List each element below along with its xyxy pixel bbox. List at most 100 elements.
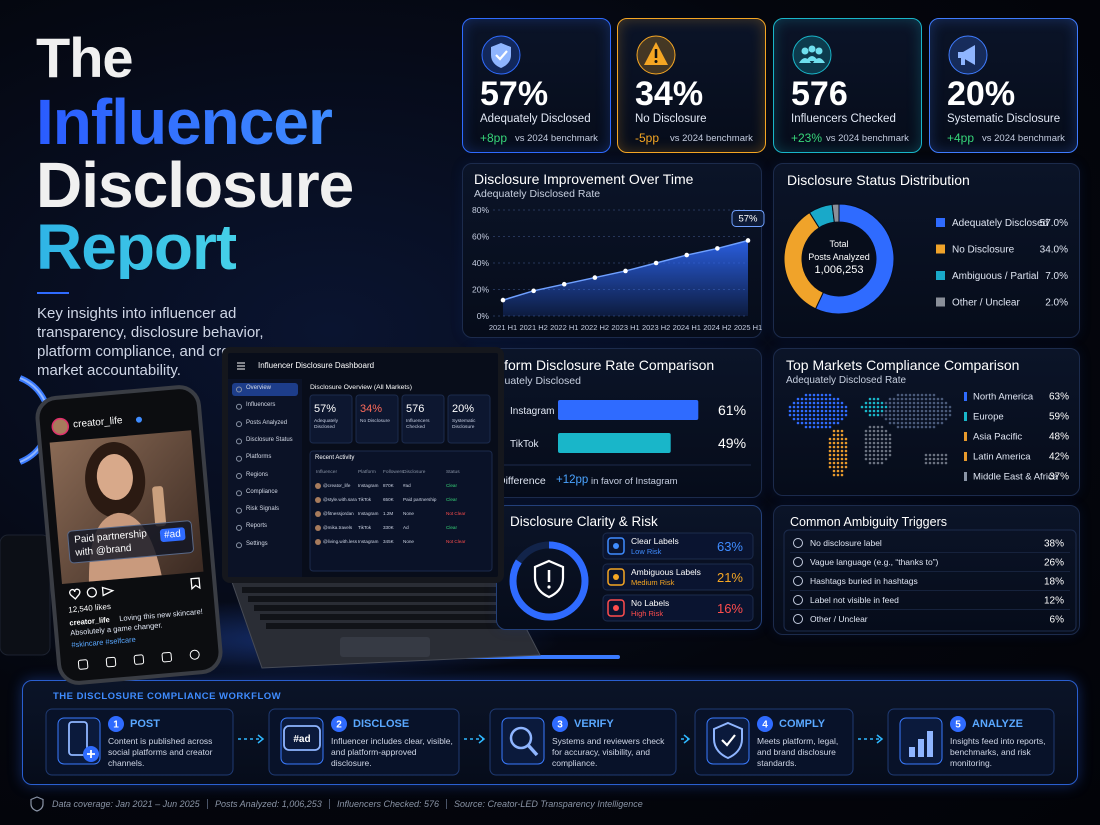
point bbox=[592, 275, 598, 280]
map-dot bbox=[808, 417, 812, 421]
graphic: 1 #ad 2 3 4 5 bbox=[45, 708, 1055, 776]
map-dot bbox=[932, 401, 936, 405]
table-cell: Not Clear bbox=[446, 511, 466, 516]
step-number-circle bbox=[108, 716, 124, 732]
map-dot bbox=[932, 457, 936, 461]
map-dot bbox=[904, 425, 908, 429]
map-dot bbox=[912, 421, 916, 425]
map-dot bbox=[884, 437, 888, 441]
map-dot bbox=[828, 421, 832, 425]
legend-marker bbox=[964, 472, 967, 481]
chart-subtitle: Adequately Disclosed Rate bbox=[474, 188, 601, 200]
table-cell: TikTok bbox=[358, 497, 372, 502]
map-dot bbox=[920, 421, 924, 425]
accent-line bbox=[37, 292, 69, 294]
nav-item: Risk Signals bbox=[246, 506, 280, 513]
map-dot bbox=[792, 401, 796, 405]
footer-item: Posts Analyzed: 1,006,253 bbox=[207, 799, 322, 809]
map-dot bbox=[828, 425, 832, 429]
map-dot bbox=[880, 461, 884, 465]
x-tick-label: 2024 H2 bbox=[703, 323, 731, 332]
row-risk: High Risk bbox=[631, 609, 663, 618]
map-dot bbox=[940, 457, 944, 461]
map-dot bbox=[828, 465, 832, 469]
share-icon bbox=[101, 586, 115, 597]
map-dot bbox=[884, 401, 888, 405]
kpi-label: Systematic Disclosure bbox=[947, 113, 1061, 125]
y-tick-label: 40% bbox=[472, 258, 489, 268]
map-dot bbox=[876, 405, 880, 409]
gauge-shield bbox=[533, 559, 565, 599]
icon-handle bbox=[961, 58, 965, 65]
map-dot bbox=[908, 417, 912, 421]
map-dot bbox=[828, 409, 832, 413]
map-dot bbox=[944, 457, 948, 461]
x-tick-label: 2023 H2 bbox=[642, 323, 670, 332]
market-value: 59% bbox=[1049, 412, 1069, 423]
map-dot bbox=[936, 457, 940, 461]
map-dot bbox=[812, 397, 816, 401]
map-dot bbox=[940, 397, 944, 401]
row-icon bbox=[793, 576, 803, 586]
map-dot bbox=[832, 461, 836, 465]
gauge-ring bbox=[509, 541, 589, 621]
map-dot bbox=[936, 405, 940, 409]
mini-kpi-label: Adequately Disclosed bbox=[314, 419, 339, 430]
map-dot bbox=[880, 453, 884, 457]
market-value: 48% bbox=[1049, 432, 1069, 443]
mini-kpi-value: 34% bbox=[360, 403, 383, 415]
map-dot bbox=[924, 461, 928, 465]
map-dot bbox=[872, 397, 876, 401]
map-dot bbox=[844, 465, 848, 469]
kpi-note: vs 2024 benchmark bbox=[515, 133, 598, 144]
map-dot bbox=[888, 449, 892, 453]
map-dot bbox=[880, 445, 884, 449]
trigger-value: 38% bbox=[1044, 539, 1064, 550]
legend-swatch bbox=[936, 271, 945, 280]
map-dot bbox=[872, 425, 876, 429]
map-dot bbox=[888, 453, 892, 457]
map-dot bbox=[888, 405, 892, 409]
map-dot bbox=[816, 393, 820, 397]
map-dot bbox=[828, 397, 832, 401]
map-dot bbox=[864, 401, 868, 405]
map-dot bbox=[844, 441, 848, 445]
row-icon bbox=[793, 538, 803, 548]
chart-title: Disclosure Improvement Over Time bbox=[474, 171, 694, 187]
center-text: Posts Analyzed bbox=[808, 252, 870, 262]
icon-head bbox=[808, 45, 816, 53]
map-dot bbox=[912, 393, 916, 397]
market-name: North America bbox=[973, 392, 1034, 403]
step-number: 3 bbox=[557, 720, 563, 731]
map-dot bbox=[880, 429, 884, 433]
map-dot bbox=[876, 409, 880, 413]
map-dot bbox=[808, 425, 812, 429]
map-dot bbox=[928, 417, 932, 421]
map-dot bbox=[892, 401, 896, 405]
row-icon bbox=[793, 595, 803, 605]
map-dot bbox=[908, 393, 912, 397]
category-label: Instagram bbox=[510, 406, 554, 417]
map-dot bbox=[812, 405, 816, 409]
map-dot bbox=[932, 417, 936, 421]
table-cell: None bbox=[403, 539, 414, 544]
icon-body bbox=[806, 56, 818, 61]
map-dot bbox=[864, 445, 868, 449]
map-dot bbox=[924, 417, 928, 421]
row-value: 16% bbox=[717, 601, 743, 616]
map-dot bbox=[832, 433, 836, 437]
icon-circle bbox=[792, 35, 832, 75]
row-icon bbox=[793, 557, 803, 567]
kpi-change: -5pp bbox=[635, 131, 660, 145]
map-dot bbox=[832, 469, 836, 473]
map-dot bbox=[832, 421, 836, 425]
map-dot bbox=[868, 445, 872, 449]
nav-icon bbox=[189, 649, 200, 660]
map-dot bbox=[932, 413, 936, 417]
map-dot bbox=[928, 393, 932, 397]
map-dot bbox=[932, 461, 936, 465]
map-dot bbox=[888, 421, 892, 425]
icon-handle bbox=[526, 743, 539, 757]
map-dot bbox=[836, 453, 840, 457]
nav-item: Posts Analyzed bbox=[246, 419, 288, 426]
